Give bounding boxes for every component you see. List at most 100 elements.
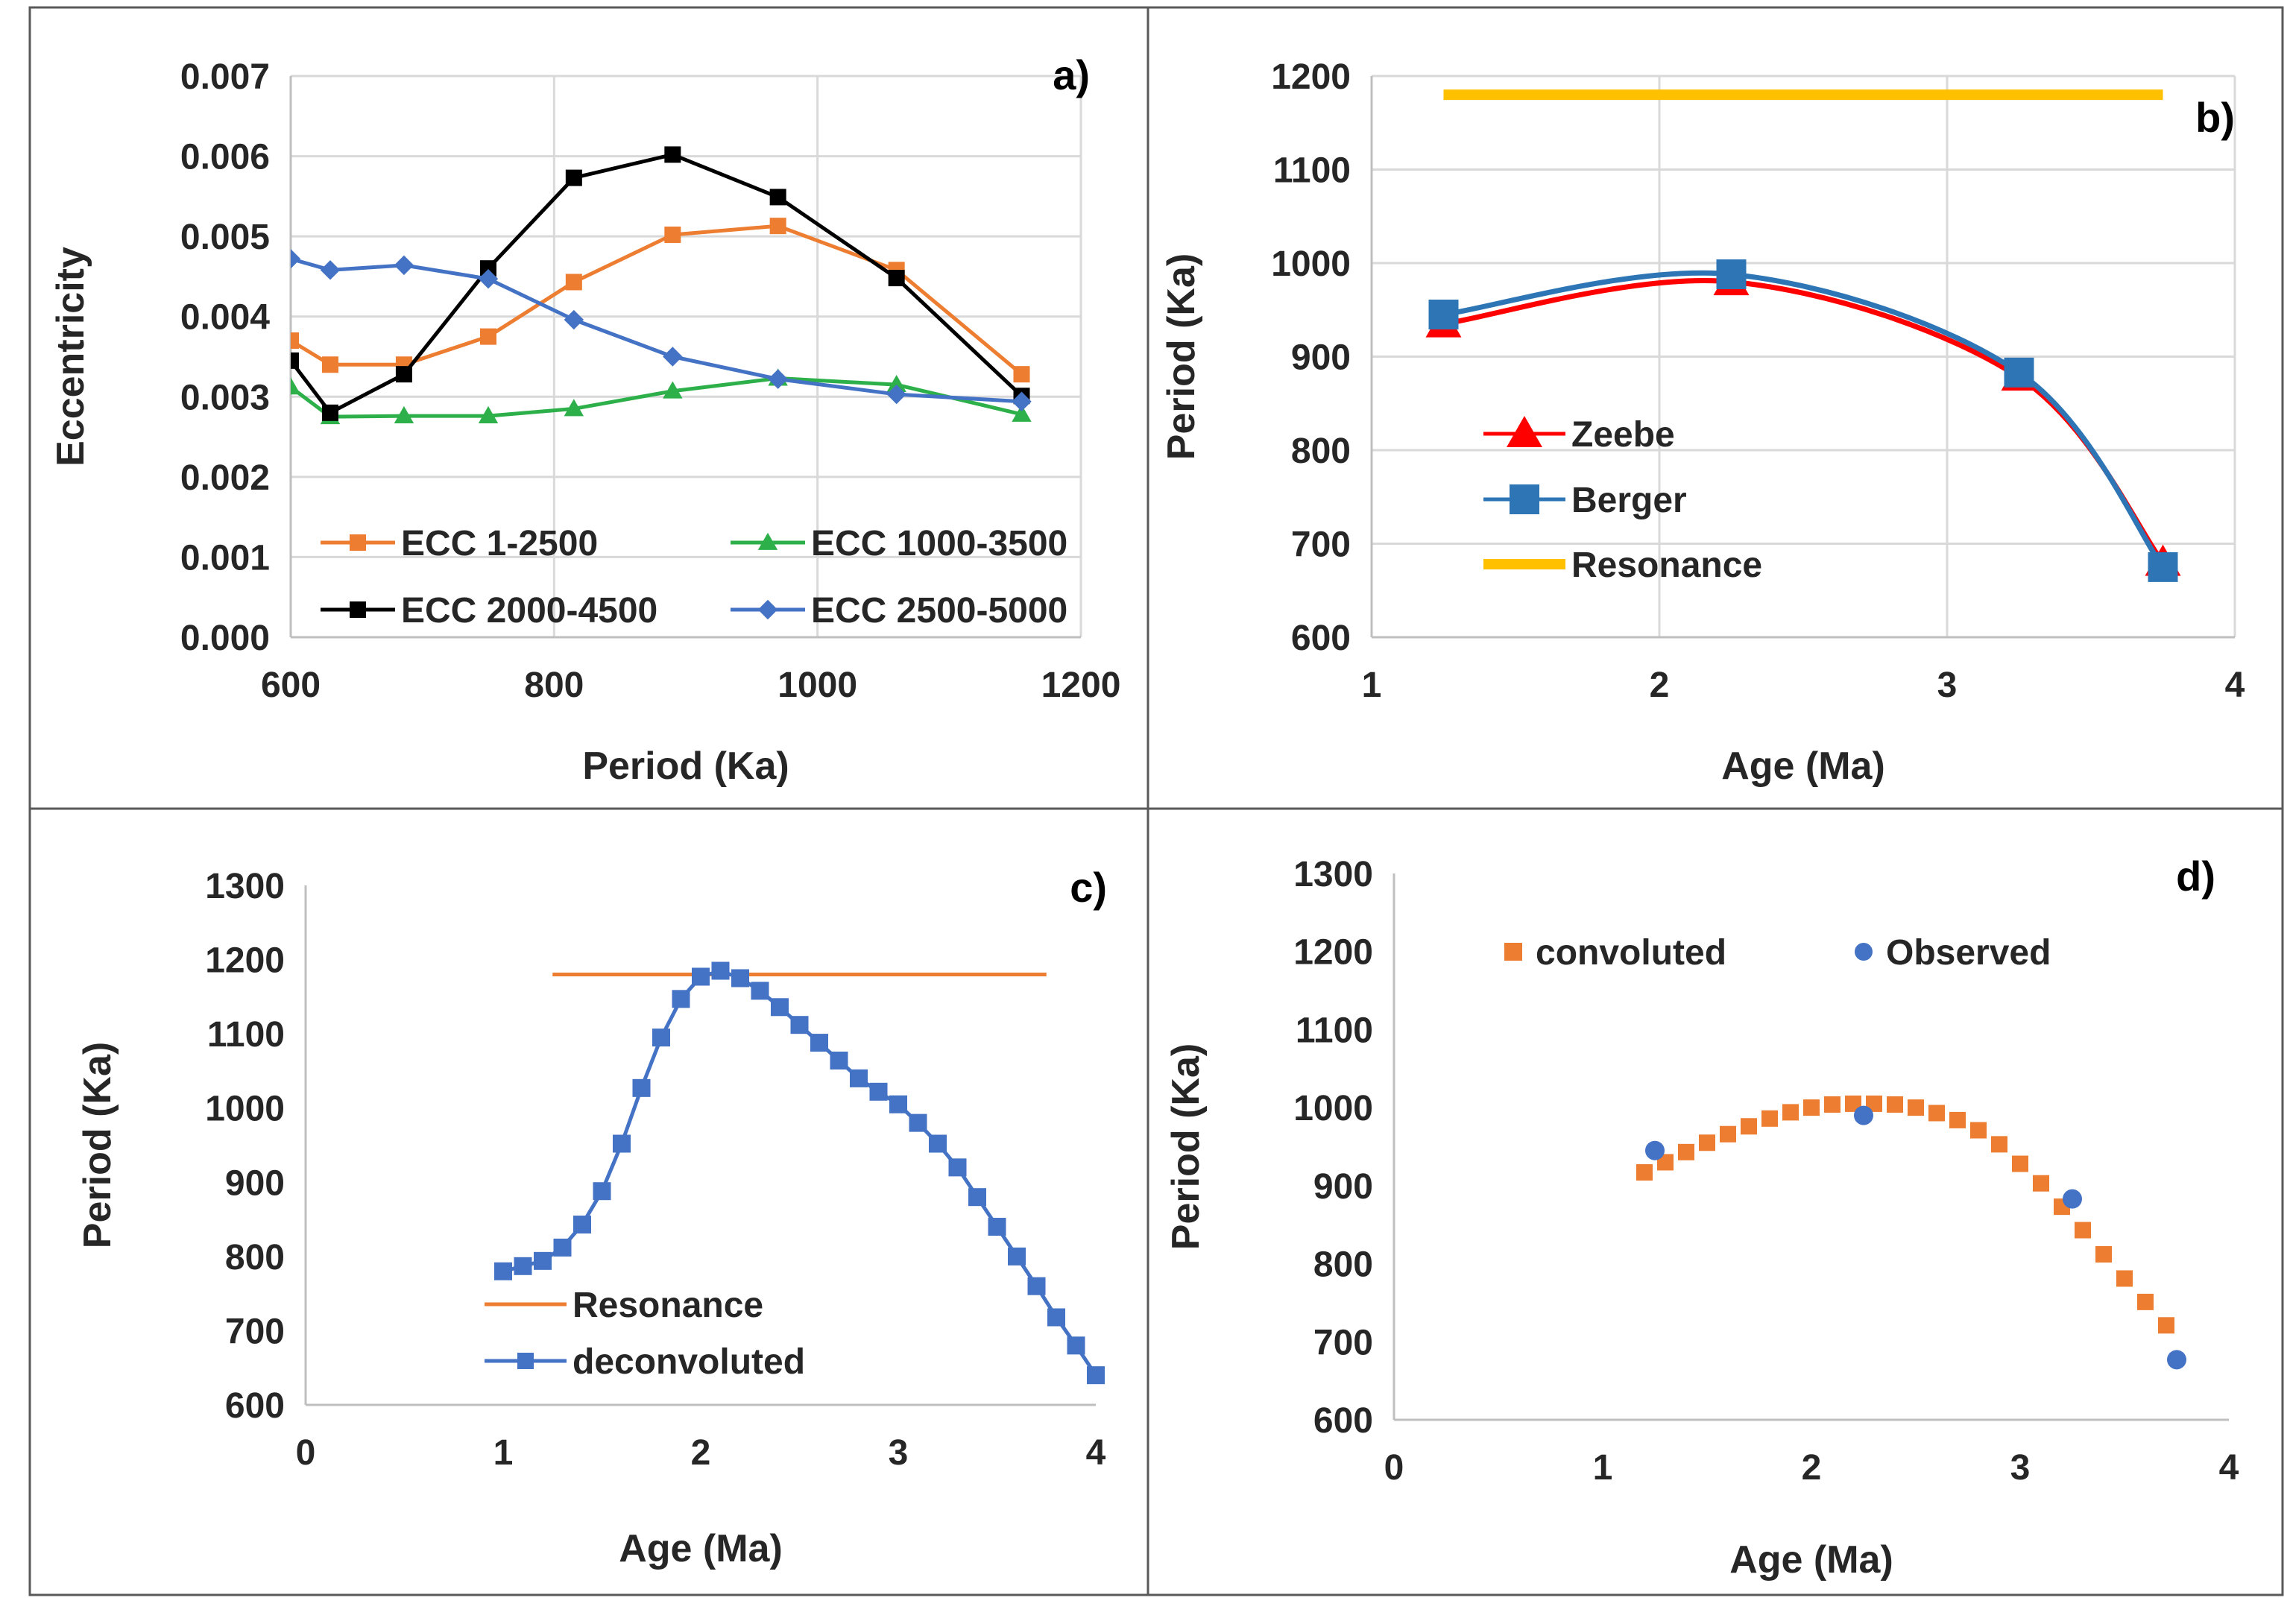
legend-label: ECC 1-2500	[401, 524, 598, 563]
data-point-marker	[2137, 1293, 2154, 1310]
y-axis-title: Period (Ka)	[76, 1042, 119, 1248]
data-point-marker	[565, 169, 582, 186]
data-point-marker	[553, 1238, 572, 1257]
data-point-marker	[632, 1078, 651, 1097]
data-point-marker	[478, 268, 499, 289]
data-point-marker	[291, 377, 301, 395]
data-point-marker	[1949, 1111, 1966, 1128]
data-point-marker	[1716, 259, 1747, 290]
series-group	[1425, 89, 2181, 582]
data-point-marker	[2116, 1270, 2133, 1287]
x-axis-title: Age (Ma)	[1721, 745, 1885, 788]
y-tick-label: 0.004	[180, 298, 270, 338]
panel-label: d)	[2176, 853, 2215, 900]
x-tick-label: 0	[1384, 1448, 1404, 1488]
y-tick-label: 1300	[1293, 855, 1373, 894]
data-point-marker	[830, 1051, 848, 1069]
y-axis-title: Eccentricity	[49, 247, 92, 467]
x-tick-label: 2	[691, 1433, 711, 1473]
x-tick-label: 3	[889, 1433, 909, 1473]
data-point-marker	[480, 328, 496, 345]
data-point-marker	[291, 249, 301, 269]
legend-label: convoluted	[1536, 933, 1726, 973]
data-point-marker	[320, 260, 341, 280]
data-point-marker	[291, 352, 299, 369]
data-point-marker	[322, 404, 338, 421]
legend-label: Observed	[1886, 933, 2051, 973]
data-point-marker	[2012, 1155, 2028, 1172]
data-point-marker	[2095, 1246, 2112, 1263]
data-point-marker	[494, 1262, 512, 1280]
series-line-berger	[1443, 270, 2166, 569]
y-axis-title: Period (Ka)	[1160, 253, 1203, 460]
legend-swatch-marker	[757, 599, 778, 620]
data-point-marker	[909, 1113, 927, 1132]
data-point-marker	[514, 1257, 532, 1275]
data-point-marker	[886, 374, 906, 393]
data-point-marker	[1803, 1099, 1820, 1116]
data-point-marker	[1027, 1277, 1046, 1295]
data-point-marker	[769, 189, 786, 206]
data-point-marker	[1928, 1105, 1945, 1122]
data-point-marker	[1008, 1247, 1026, 1266]
data-point-marker	[1428, 300, 1459, 330]
x-axis-title: Period (Ka)	[582, 745, 789, 788]
y-axis-title: Period (Ka)	[1164, 1043, 1208, 1250]
panel-d: 600 700 800 900 1000 1100 1200 1300 0 1 2 3 4 Age (Ma…	[1164, 853, 2239, 1582]
data-point-marker	[1636, 1164, 1653, 1181]
data-point-marker	[1013, 366, 1030, 383]
panel-label: c)	[1070, 864, 1107, 911]
panel-label: a)	[1053, 51, 1090, 98]
data-point-marker	[1720, 1125, 1736, 1143]
data-point-marker	[1678, 1143, 1694, 1160]
data-point-marker	[573, 1216, 591, 1234]
data-point-marker	[1067, 1336, 1085, 1355]
data-point-marker	[2004, 357, 2034, 388]
data-point-marker	[1782, 1104, 1799, 1121]
panel-d-border	[1146, 807, 2284, 1596]
data-point-marker	[652, 1029, 670, 1047]
series-group	[494, 961, 1105, 1385]
data-point-marker	[869, 1082, 888, 1101]
x-tick-label: 3	[2010, 1448, 2031, 1488]
data-point-marker	[948, 1158, 967, 1177]
y-tick-label: 800	[1313, 1245, 1373, 1285]
y-tick-label: 1100	[1296, 1011, 1373, 1050]
y-tick-label: 0.001	[180, 538, 270, 578]
x-tick-label: 600	[261, 666, 321, 705]
data-point-marker	[291, 332, 299, 349]
panel-a: 0.000 0.001 0.002 0.003 0.004 0.005 0.006 0.007…	[49, 51, 1120, 788]
x-tick-label: 2	[1802, 1448, 1822, 1488]
legend-label: ECC 2500-5000	[811, 591, 1067, 631]
data-point-marker	[2148, 552, 2178, 582]
x-tick-label: 4	[2219, 1448, 2239, 1488]
y-tick-label: 1200	[1293, 933, 1373, 973]
panel-label: b)	[2195, 94, 2235, 141]
legend-label: Resonance	[572, 1286, 763, 1325]
y-tick-label: 1000	[1293, 1089, 1373, 1128]
data-point-marker	[1761, 1110, 1778, 1127]
data-point-marker	[768, 369, 788, 389]
data-point-marker	[564, 399, 584, 417]
data-point-marker	[1699, 1134, 1715, 1151]
data-point-marker	[593, 1182, 611, 1201]
data-point-marker	[1970, 1122, 1987, 1139]
x-tick-label: 1000	[777, 666, 857, 705]
y-tick-label: 900	[1291, 338, 1351, 378]
data-point-marker	[731, 969, 749, 988]
y-tick-label: 0.007	[180, 57, 270, 97]
panel-c: 600 700 800 900 1000 1100 1200 1300 0 1 2 3 4 Age (Ma…	[76, 864, 1107, 1570]
data-point-marker	[2158, 1317, 2174, 1334]
y-tick-label: 1000	[1271, 244, 1351, 284]
y-tick-label: 600	[1291, 619, 1351, 658]
data-point-marker	[1087, 1366, 1105, 1385]
data-point-marker	[664, 146, 681, 163]
data-point-marker	[2167, 1350, 2186, 1370]
x-tick-label: 4	[1086, 1433, 1106, 1473]
data-point-marker	[790, 1016, 809, 1034]
y-tick-label: 0.005	[180, 218, 270, 257]
data-point-marker	[534, 1251, 552, 1270]
legend-label: Berger	[1571, 481, 1687, 520]
